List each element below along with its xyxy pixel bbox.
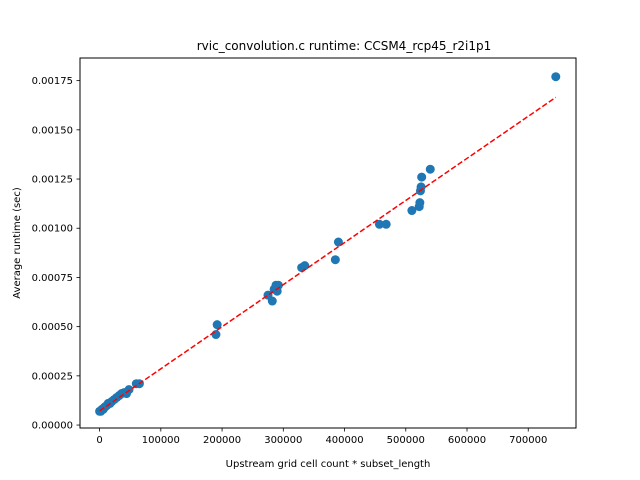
axes-frame (79, 57, 577, 429)
x-axis-ticks: 0 100000 200000 300000 400000 500000 600000 700… (96, 428, 547, 446)
data-point (374, 219, 384, 229)
x-tick-label: 100000 (142, 435, 180, 446)
data-point (300, 261, 310, 271)
data-point (330, 255, 340, 265)
y-tick-label: 0.00025 (32, 371, 73, 382)
x-tick-label: 700000 (509, 435, 547, 446)
x-tick-label: 400000 (325, 435, 363, 446)
y-tick-label: 0.00075 (32, 273, 73, 284)
data-point (267, 296, 277, 306)
y-tick-label: 0.00125 (32, 175, 73, 186)
x-tick-label: 0 (96, 435, 102, 446)
plot-area (95, 72, 561, 416)
data-point (381, 219, 391, 229)
y-tick-label: 0.00175 (32, 76, 73, 87)
x-axis-label: Upstream grid cell count * subset_length (226, 459, 431, 470)
y-tick-label: 0.00150 (32, 125, 73, 136)
y-axis-label: Average runtime (sec) (12, 187, 23, 299)
x-tick-label: 500000 (387, 435, 425, 446)
data-point (212, 320, 222, 330)
y-tick-label: 0.00000 (32, 421, 73, 432)
y-tick-label: 0.00100 (32, 224, 73, 235)
x-tick-label: 600000 (448, 435, 486, 446)
y-axis-ticks: 0.00000 0.00025 0.00050 0.00075 0.00100 0.001… (32, 76, 80, 432)
data-point (407, 206, 417, 216)
data-point (415, 198, 425, 208)
y-tick-label: 0.00050 (32, 322, 73, 333)
data-point (273, 280, 283, 290)
data-point (211, 330, 221, 340)
data-point (425, 164, 435, 174)
data-point (551, 72, 561, 82)
x-tick-label: 200000 (203, 435, 241, 446)
x-tick-label: 300000 (264, 435, 302, 446)
data-point (333, 237, 343, 247)
chart-title: rvic_convolution.c runtime: CCSM4_rcp45_… (197, 39, 492, 53)
fit-line (99, 96, 557, 412)
data-point (417, 172, 427, 182)
